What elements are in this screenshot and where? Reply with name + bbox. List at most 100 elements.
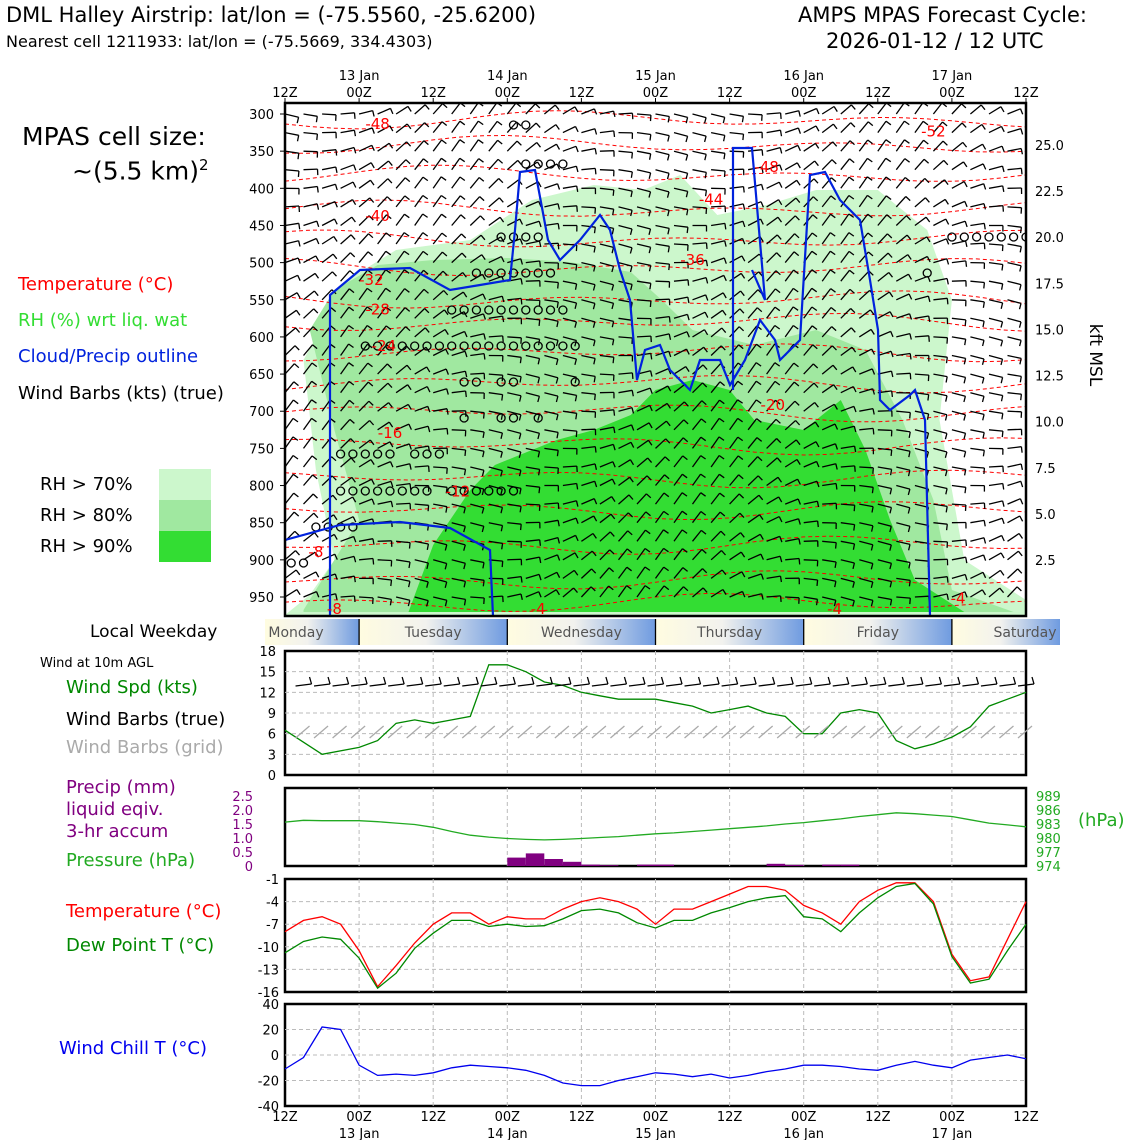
bottom-tick-label: 12Z [865,1110,891,1125]
wind-barb-flag [353,112,356,119]
wind-barb-flag [518,470,522,477]
calm-wind-circle [533,159,543,169]
pressure-tick-label: 600 [249,331,274,346]
temperature-contour-label: -24 [372,337,397,355]
surface-wind-barb-grid [943,725,959,739]
wind-barb [285,345,296,356]
wind-barb-flag [792,287,799,293]
wind-barb-flag [1017,568,1023,574]
calm-wind-circle [410,486,420,496]
wind-barb [803,441,817,449]
wind-barb [599,585,610,598]
temperature-contour [285,343,1026,363]
wind-barb-flag [519,218,524,225]
wind-barb [655,187,670,193]
wind-ytick-label: 12 [259,686,276,701]
pressure-tick-label: 300 [249,108,274,123]
wind-barb-flag [477,120,484,126]
wind-barb-flag [311,436,317,442]
wind-barb [451,466,466,470]
wind-barb [599,110,614,115]
wind-barb [766,399,776,412]
wind-barb-flag [724,240,727,247]
wind-barb-flag [814,143,820,149]
wind-barb-flag [631,390,634,397]
wind-barb [710,292,724,301]
wind-barb [562,185,577,189]
wind-barb-flag [645,511,651,517]
wind-barb [766,418,777,431]
wind-barb [970,317,985,322]
wind-barb [377,421,390,431]
wind-barb-flag [463,526,466,533]
surface-wind-barb-true [869,683,886,687]
wind-barb [321,200,336,208]
surface-wind-barb-true-flag [383,676,387,685]
wind-barb [655,420,667,431]
temperature-contour [285,437,1026,456]
wind-barb [710,550,722,561]
wind-barb-flag [348,380,355,386]
wind-barb [803,460,817,468]
wind-barb [747,494,760,505]
wind-barb [618,406,633,412]
wind-barb [358,538,374,542]
wind-barb [451,429,466,432]
wind-barb [599,373,614,376]
surface-wind-barb-grid [999,725,1014,739]
wind-barb [747,166,763,171]
wind-barb [395,307,406,319]
wind-barb-flag [796,459,801,465]
calm-wind-circle [496,232,506,242]
calm-wind-circle [447,341,457,351]
temperature-label: Temperature (°C) [66,901,222,922]
wind-barb [636,566,646,579]
wind-barb-flag [648,153,652,160]
wind-barb-flag [519,506,522,513]
wind-barb-flag [904,139,910,144]
wind-barb [432,251,443,264]
calm-wind-circle [471,486,482,496]
wind-barb-flag [424,327,430,333]
wind-barb [470,333,485,338]
surface-wind-barb-grid [295,725,310,739]
temperature-contour [285,535,1026,555]
wind-barb [692,294,706,301]
wind-barb [821,250,831,263]
wind-barb-flag [593,358,596,365]
wind-barb-flag [850,308,856,314]
wind-barb [988,243,1003,246]
wind-barb-flag [369,197,375,203]
wind-barb [395,423,410,431]
wind-barb [544,336,559,341]
calm-wind-circle [422,341,432,351]
wind-barb [933,593,948,598]
wind-barb [951,354,966,360]
wind-barb-flag [848,194,855,200]
temperature-ytick-label: -7 [266,918,279,933]
wind-barb-flag [924,197,930,203]
wind-barb-flag [1001,535,1005,542]
wind-barb [654,529,665,542]
surface-wind-barb-grid [313,725,329,739]
wind-barb [525,466,540,471]
wind-barb-flag [667,116,670,123]
wind-barb-flag [965,557,968,564]
wind-barb-flag [631,407,635,414]
wind-barb [858,103,870,115]
wind-barb-flag [700,510,707,516]
wind-barb-flag [557,203,561,210]
wind-barb [636,187,651,193]
precip-bar [507,857,526,866]
wind-barb-flag [999,570,1005,576]
wind-barb [285,418,294,431]
wind-barb [618,224,633,230]
wind-barb [358,306,368,319]
pressure-tick-label: 700 [249,405,274,420]
wind-barb [321,218,335,227]
wind-barb [414,213,424,226]
wind-barb-flag [422,213,428,218]
wind-barb [933,466,948,471]
wind-barb-flag [776,438,782,444]
wind-barb [840,176,850,189]
